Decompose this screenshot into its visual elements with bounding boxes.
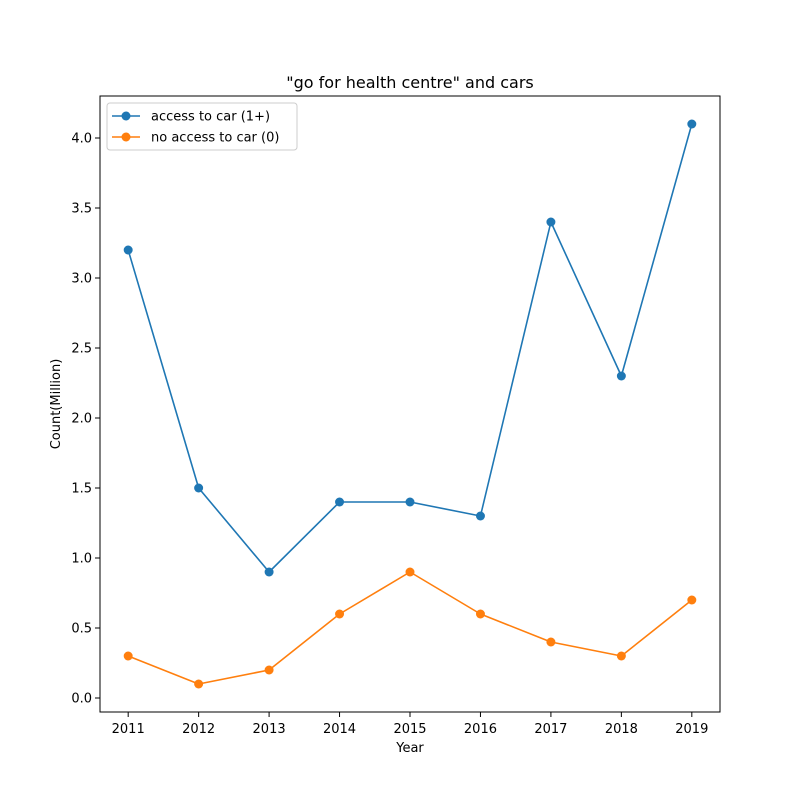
data-point [546, 217, 556, 227]
data-point [687, 595, 697, 605]
y-tick-label: 2.5 [71, 342, 92, 357]
legend-label: access to car (1+) [151, 110, 270, 125]
data-point [123, 245, 133, 255]
chart-title: "go for health centre" and cars [286, 73, 533, 92]
x-tick-label: 2018 [605, 722, 638, 737]
data-point [405, 497, 415, 507]
legend-frame [106, 102, 298, 151]
y-tick-label: 2.0 [71, 412, 92, 427]
data-point [264, 567, 274, 577]
legend-swatch-marker [121, 111, 131, 121]
x-axis: 2011 2012 2013 2014 2015 2016 2017 2018 2019 [112, 712, 708, 737]
data-point [616, 651, 626, 661]
series-1 [123, 119, 697, 577]
x-tick-label: 2013 [253, 722, 286, 737]
x-tick-label: 2016 [464, 722, 497, 737]
x-tick-label: 2014 [323, 722, 356, 737]
legend: access to car (1+) no access to car (0) [106, 102, 298, 151]
data-point [475, 609, 485, 619]
data-point [616, 371, 626, 381]
data-point [194, 679, 204, 689]
y-axis: 0.0 0.5 1.0 1.5 2.0 2.5 3.0 3.5 4.0 [71, 132, 100, 707]
x-tick-label: 2015 [393, 722, 426, 737]
y-tick-label: 4.0 [71, 132, 92, 147]
y-tick-label: 0.0 [71, 692, 92, 707]
x-axis-label: Year [395, 741, 424, 756]
data-point [687, 119, 697, 129]
data-point [475, 511, 485, 521]
series-layer [123, 119, 697, 689]
y-tick-label: 3.0 [71, 272, 92, 287]
x-tick-label: 2011 [112, 722, 145, 737]
data-point [335, 497, 345, 507]
data-point [123, 651, 133, 661]
x-tick-label: 2019 [675, 722, 708, 737]
y-axis-label: Count(Million) [49, 359, 64, 450]
x-tick-label: 2012 [182, 722, 215, 737]
y-tick-label: 1.0 [71, 552, 92, 567]
y-tick-label: 1.5 [71, 482, 92, 497]
data-point [194, 483, 204, 493]
y-tick-label: 3.5 [71, 202, 92, 217]
series-2 [123, 567, 697, 689]
data-point [405, 567, 415, 577]
legend-label: no access to car (0) [151, 131, 279, 146]
legend-swatch-marker [121, 132, 131, 142]
data-point [264, 665, 274, 675]
y-tick-label: 0.5 [71, 622, 92, 637]
data-point [335, 609, 345, 619]
x-tick-label: 2017 [534, 722, 567, 737]
data-point [546, 637, 556, 647]
